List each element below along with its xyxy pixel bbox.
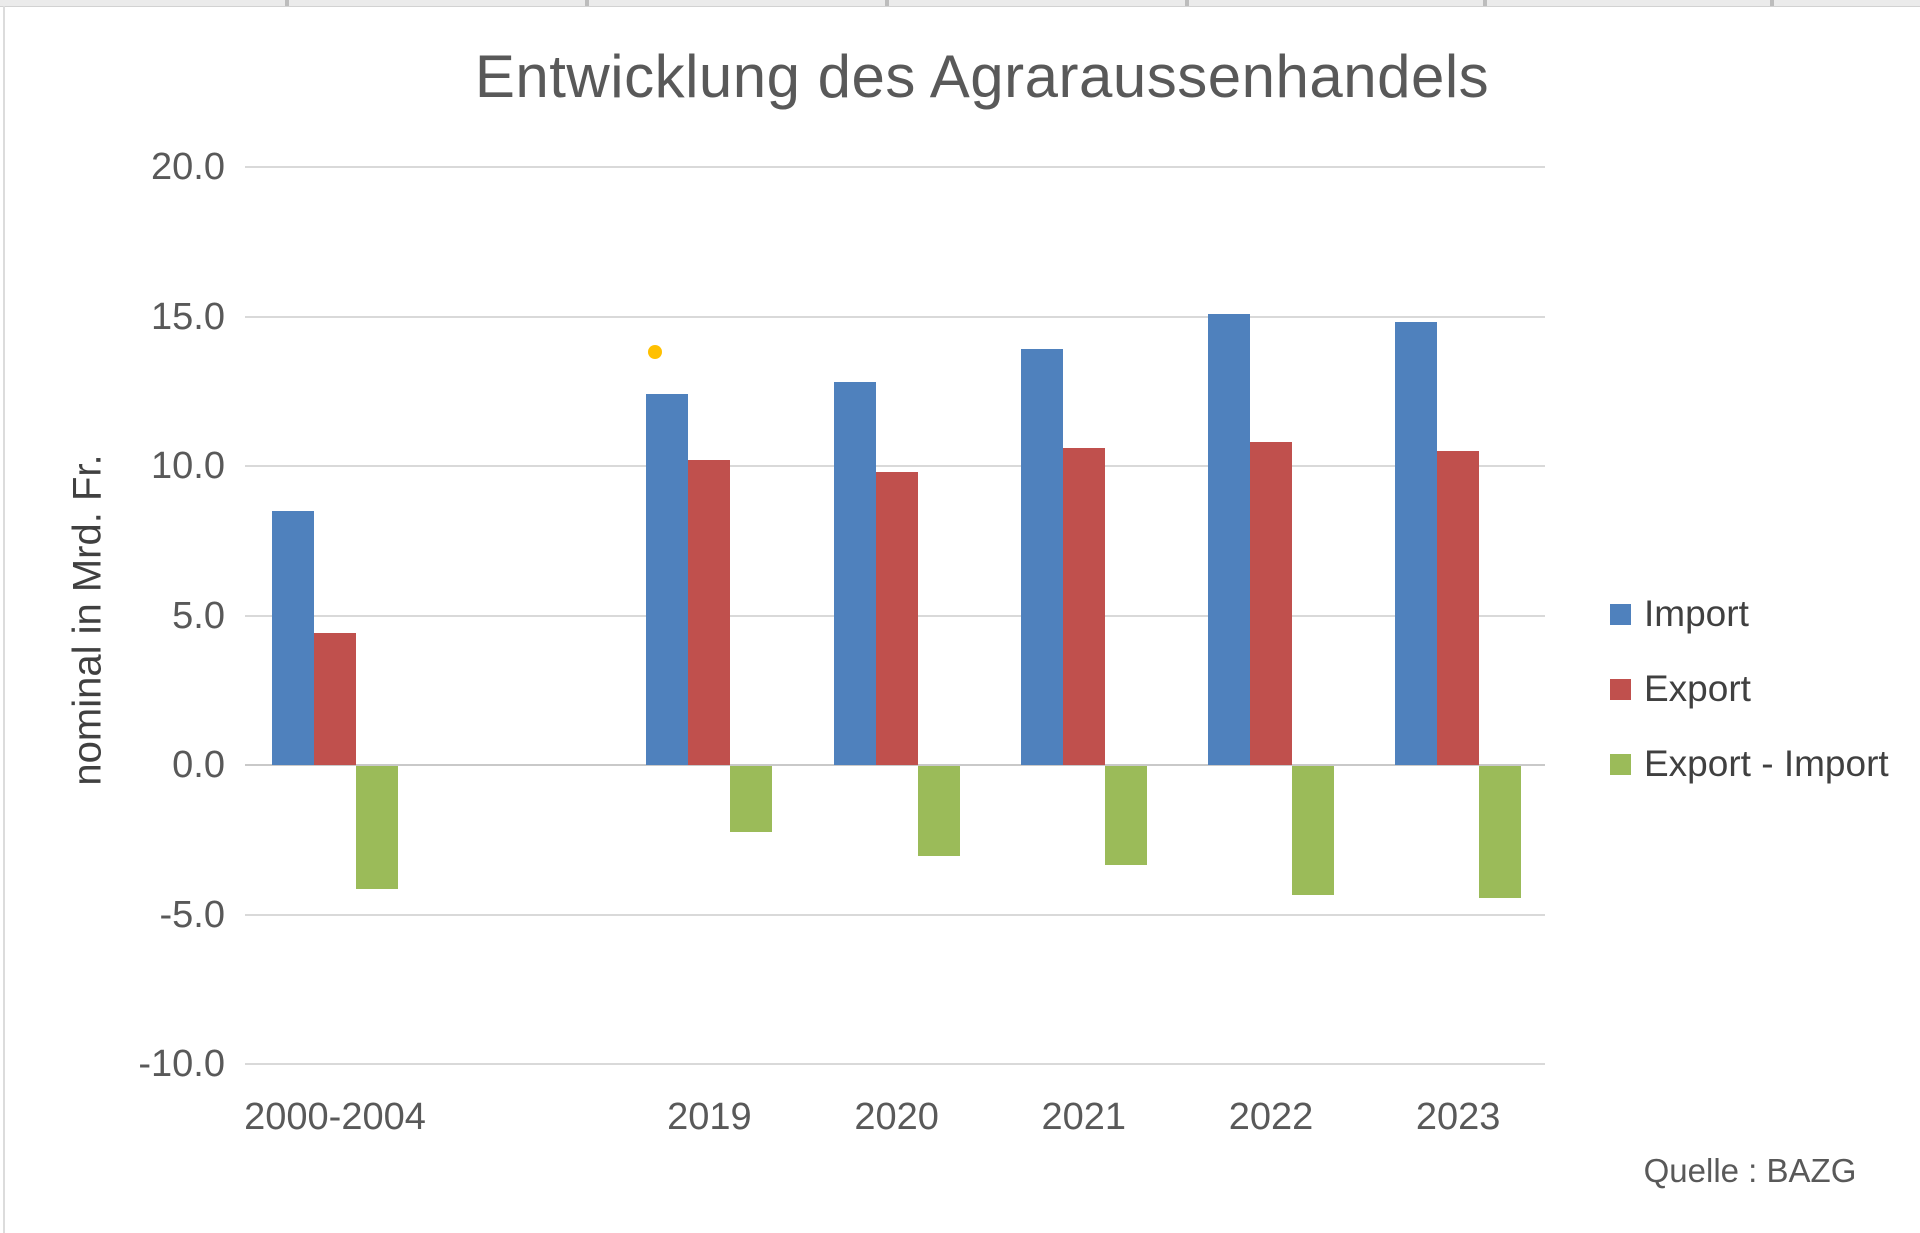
bar-export-import-2021: [1104, 766, 1147, 865]
x-tick-label: 2023: [1415, 1096, 1501, 1138]
x-tick-label: 2000-2004: [244, 1096, 426, 1138]
window-top-edge-notch: [1483, 0, 1487, 6]
x-tick-label: 2022: [1228, 1096, 1314, 1138]
legend-label: Export: [1644, 668, 1751, 709]
legend-swatch-icon: [1610, 603, 1631, 625]
bar-export-2020: [875, 471, 918, 765]
bar-import-2023: [1395, 322, 1438, 765]
bar-import-2019: [646, 394, 689, 765]
x-tick-label: 2019: [667, 1096, 752, 1138]
source-note: Quelle : BAZG: [1643, 1152, 1857, 1189]
bar-export-2022: [1250, 442, 1292, 765]
chart-title: Entwicklung des Agraraussenhandels: [474, 43, 1490, 110]
y-tick-label: 20.0: [151, 146, 225, 188]
legend-swatch-icon: [1610, 678, 1631, 700]
bar-export-import-2020: [917, 766, 960, 856]
window-top-edge: [0, 0, 1920, 7]
legend-item: Import: [1610, 593, 1889, 634]
bar-export-import-2023: [1479, 766, 1522, 898]
bar-import-2022: [1208, 313, 1250, 765]
stray-point-marker: [648, 345, 663, 360]
legend: Import Export Export - Import: [1610, 593, 1889, 819]
window-top-edge-notch: [1185, 0, 1189, 6]
legend-item: Export: [1610, 668, 1889, 709]
bar-export-import-2022: [1292, 766, 1334, 895]
x-axis-line: [245, 764, 1545, 766]
bar-import-2000-2004: [272, 510, 314, 765]
bar-export-2000-2004: [314, 633, 356, 765]
bar-export-2023: [1437, 451, 1480, 765]
gridline: [245, 166, 1545, 168]
window-top-edge-notch: [1770, 0, 1774, 6]
window-top-edge-notch: [885, 0, 889, 6]
legend-item: Export - Import: [1610, 743, 1889, 784]
window-left-edge: [3, 6, 5, 1233]
gridline: [245, 1063, 1545, 1065]
gridline: [245, 913, 1545, 916]
legend-swatch-icon: [1610, 753, 1631, 775]
bar-export-import-2000-2004: [356, 766, 398, 889]
bar-export-2021: [1062, 448, 1105, 765]
legend-label: Import: [1644, 593, 1749, 634]
y-tick-label: 10.0: [151, 445, 225, 487]
gridline: [245, 315, 1545, 318]
legend-label: Export - Import: [1644, 743, 1889, 784]
y-tick-label: 5.0: [172, 594, 225, 637]
bar-import-2020: [833, 382, 876, 765]
bar-export-import-2019: [730, 766, 773, 832]
y-tick-label: 15.0: [151, 295, 225, 338]
bar-import-2021: [1020, 349, 1063, 765]
y-tick-label: -10.0: [138, 1043, 225, 1085]
gridline: [245, 465, 1545, 467]
x-tick-label: 2020: [854, 1096, 939, 1138]
y-tick-label: 0.0: [172, 744, 225, 786]
window-top-edge-notch: [285, 0, 289, 6]
window-top-edge-notch: [585, 0, 589, 6]
bar-export-2019: [688, 460, 731, 765]
y-tick-label: -5.0: [159, 893, 225, 936]
x-tick-label: 2021: [1041, 1096, 1127, 1138]
